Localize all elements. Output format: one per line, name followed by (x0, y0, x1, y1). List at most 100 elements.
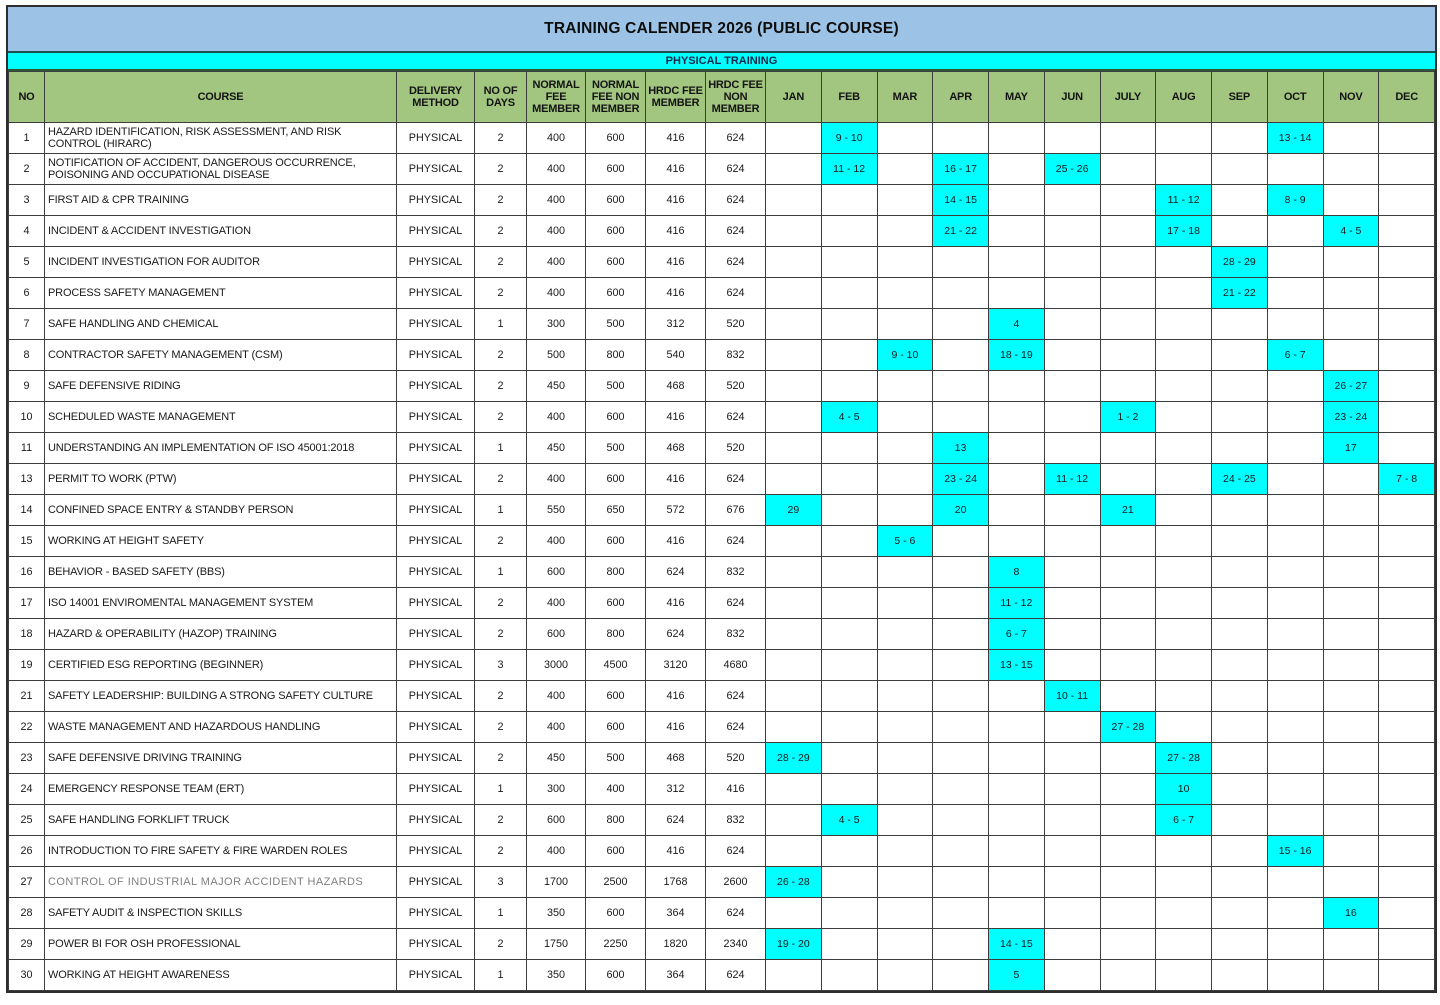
month-cell (1211, 401, 1268, 433)
month-cell (988, 401, 1045, 433)
hrdc-fee-non-member: 624 (705, 711, 766, 743)
month-cell (1043, 649, 1101, 681)
hrdc-fee-non-member: 624 (705, 959, 766, 991)
month-cell (988, 215, 1045, 247)
hrdc-fee-member: 416 (645, 463, 706, 495)
course-name: SAFE HANDLING FORKLIFT TRUCK (44, 804, 397, 836)
date-cell: 7 - 8 (1378, 463, 1435, 495)
month-cell (1378, 153, 1435, 185)
hrdc-fee-non-member: 832 (705, 556, 766, 588)
month-cell (1099, 308, 1157, 340)
month-cell (1211, 370, 1268, 402)
delivery-method: PHYSICAL (396, 308, 475, 340)
normal-fee-non-member: 4500 (585, 649, 646, 681)
course-name: INCIDENT & ACCIDENT INVESTIGATION (44, 215, 397, 247)
month-cell (988, 122, 1045, 154)
hrdc-fee-non-member: 624 (705, 215, 766, 247)
course-name: NOTIFICATION OF ACCIDENT, DANGEROUS OCCU… (44, 153, 397, 185)
normal-fee-member: 400 (526, 277, 586, 309)
month-cell (1266, 866, 1324, 898)
month-cell (1322, 277, 1380, 309)
hrdc-fee-member: 416 (645, 184, 706, 216)
delivery-method: PHYSICAL (396, 835, 475, 867)
month-cell (1155, 525, 1212, 557)
no-of-days: 2 (474, 246, 527, 278)
month-cell (1211, 742, 1268, 774)
month-cell (1155, 835, 1212, 867)
normal-fee-non-member: 2250 (585, 928, 646, 960)
month-cell (1043, 432, 1101, 464)
month-cell (1155, 897, 1212, 929)
month-cell (1099, 525, 1157, 557)
month-cell (988, 153, 1045, 185)
month-cell (765, 649, 822, 681)
month-cell (765, 339, 822, 371)
month-cell (1099, 835, 1157, 867)
row-no: 26 (8, 835, 45, 867)
table-row: 16 BEHAVIOR - BASED SAFETY (BBS) PHYSICA… (8, 556, 1435, 588)
month-cell (1322, 494, 1380, 526)
month-cell (988, 835, 1045, 867)
no-of-days: 2 (474, 122, 527, 154)
month-cell (1266, 308, 1324, 340)
normal-fee-non-member: 600 (585, 401, 646, 433)
normal-fee-non-member: 600 (585, 277, 646, 309)
month-cell (1043, 308, 1101, 340)
delivery-method: PHYSICAL (396, 277, 475, 309)
month-cell (988, 742, 1045, 774)
month-cell (1099, 184, 1157, 216)
month-cell (876, 835, 934, 867)
date-cell: 11 - 12 (820, 153, 878, 185)
table-row: 30 WORKING AT HEIGHT AWARENESS PHYSICAL … (8, 959, 1435, 991)
course-name: CONTROL OF INDUSTRIAL MAJOR ACCIDENT HAZ… (44, 866, 397, 898)
hrdc-fee-non-member: 676 (705, 494, 766, 526)
course-name: INTRODUCTION TO FIRE SAFETY & FIRE WARDE… (44, 835, 397, 867)
table-row: 21 SAFETY LEADERSHIP: BUILDING A STRONG … (8, 680, 1435, 712)
course-name: HAZARD & OPERABILITY (HAZOP) TRAINING (44, 618, 397, 650)
month-header: JUN (1043, 71, 1101, 123)
month-cell (1211, 494, 1268, 526)
date-cell: 21 - 22 (1211, 277, 1268, 309)
month-cell (1155, 370, 1212, 402)
normal-fee-member: 400 (526, 587, 586, 619)
month-cell (1099, 153, 1157, 185)
no-of-days: 2 (474, 339, 527, 371)
month-cell (1322, 339, 1380, 371)
row-no: 13 (8, 463, 45, 495)
hrdc-fee-member: 624 (645, 556, 706, 588)
normal-fee-member: 3000 (526, 649, 586, 681)
normal-fee-member: 450 (526, 370, 586, 402)
month-cell (1378, 928, 1435, 960)
row-no: 24 (8, 773, 45, 805)
month-cell (1211, 649, 1268, 681)
hrdc-fee-non-member: 624 (705, 897, 766, 929)
month-cell (1211, 587, 1268, 619)
hrdc-fee-member: 572 (645, 494, 706, 526)
column-header-course: COURSE (44, 71, 397, 123)
no-of-days: 2 (474, 928, 527, 960)
month-cell (1211, 711, 1268, 743)
month-cell (1043, 866, 1101, 898)
hrdc-fee-non-member: 624 (705, 680, 766, 712)
row-no: 21 (8, 680, 45, 712)
hrdc-fee-member: 416 (645, 215, 706, 247)
month-cell (1099, 959, 1157, 991)
table-row: 14 CONFINED SPACE ENTRY & STANDBY PERSON… (8, 494, 1435, 526)
month-cell (876, 122, 934, 154)
month-cell (932, 246, 989, 278)
month-cell (1378, 618, 1435, 650)
month-cell (820, 866, 878, 898)
delivery-method: PHYSICAL (396, 370, 475, 402)
date-cell: 1 - 2 (1099, 401, 1157, 433)
normal-fee-member: 1700 (526, 866, 586, 898)
normal-fee-member: 1750 (526, 928, 586, 960)
month-cell (876, 184, 934, 216)
date-cell: 6 - 7 (1155, 804, 1212, 836)
month-cell (1266, 277, 1324, 309)
normal-fee-non-member: 600 (585, 680, 646, 712)
month-cell (820, 277, 878, 309)
month-cell (1266, 928, 1324, 960)
delivery-method: PHYSICAL (396, 804, 475, 836)
month-cell (1043, 184, 1101, 216)
hrdc-fee-member: 3120 (645, 649, 706, 681)
